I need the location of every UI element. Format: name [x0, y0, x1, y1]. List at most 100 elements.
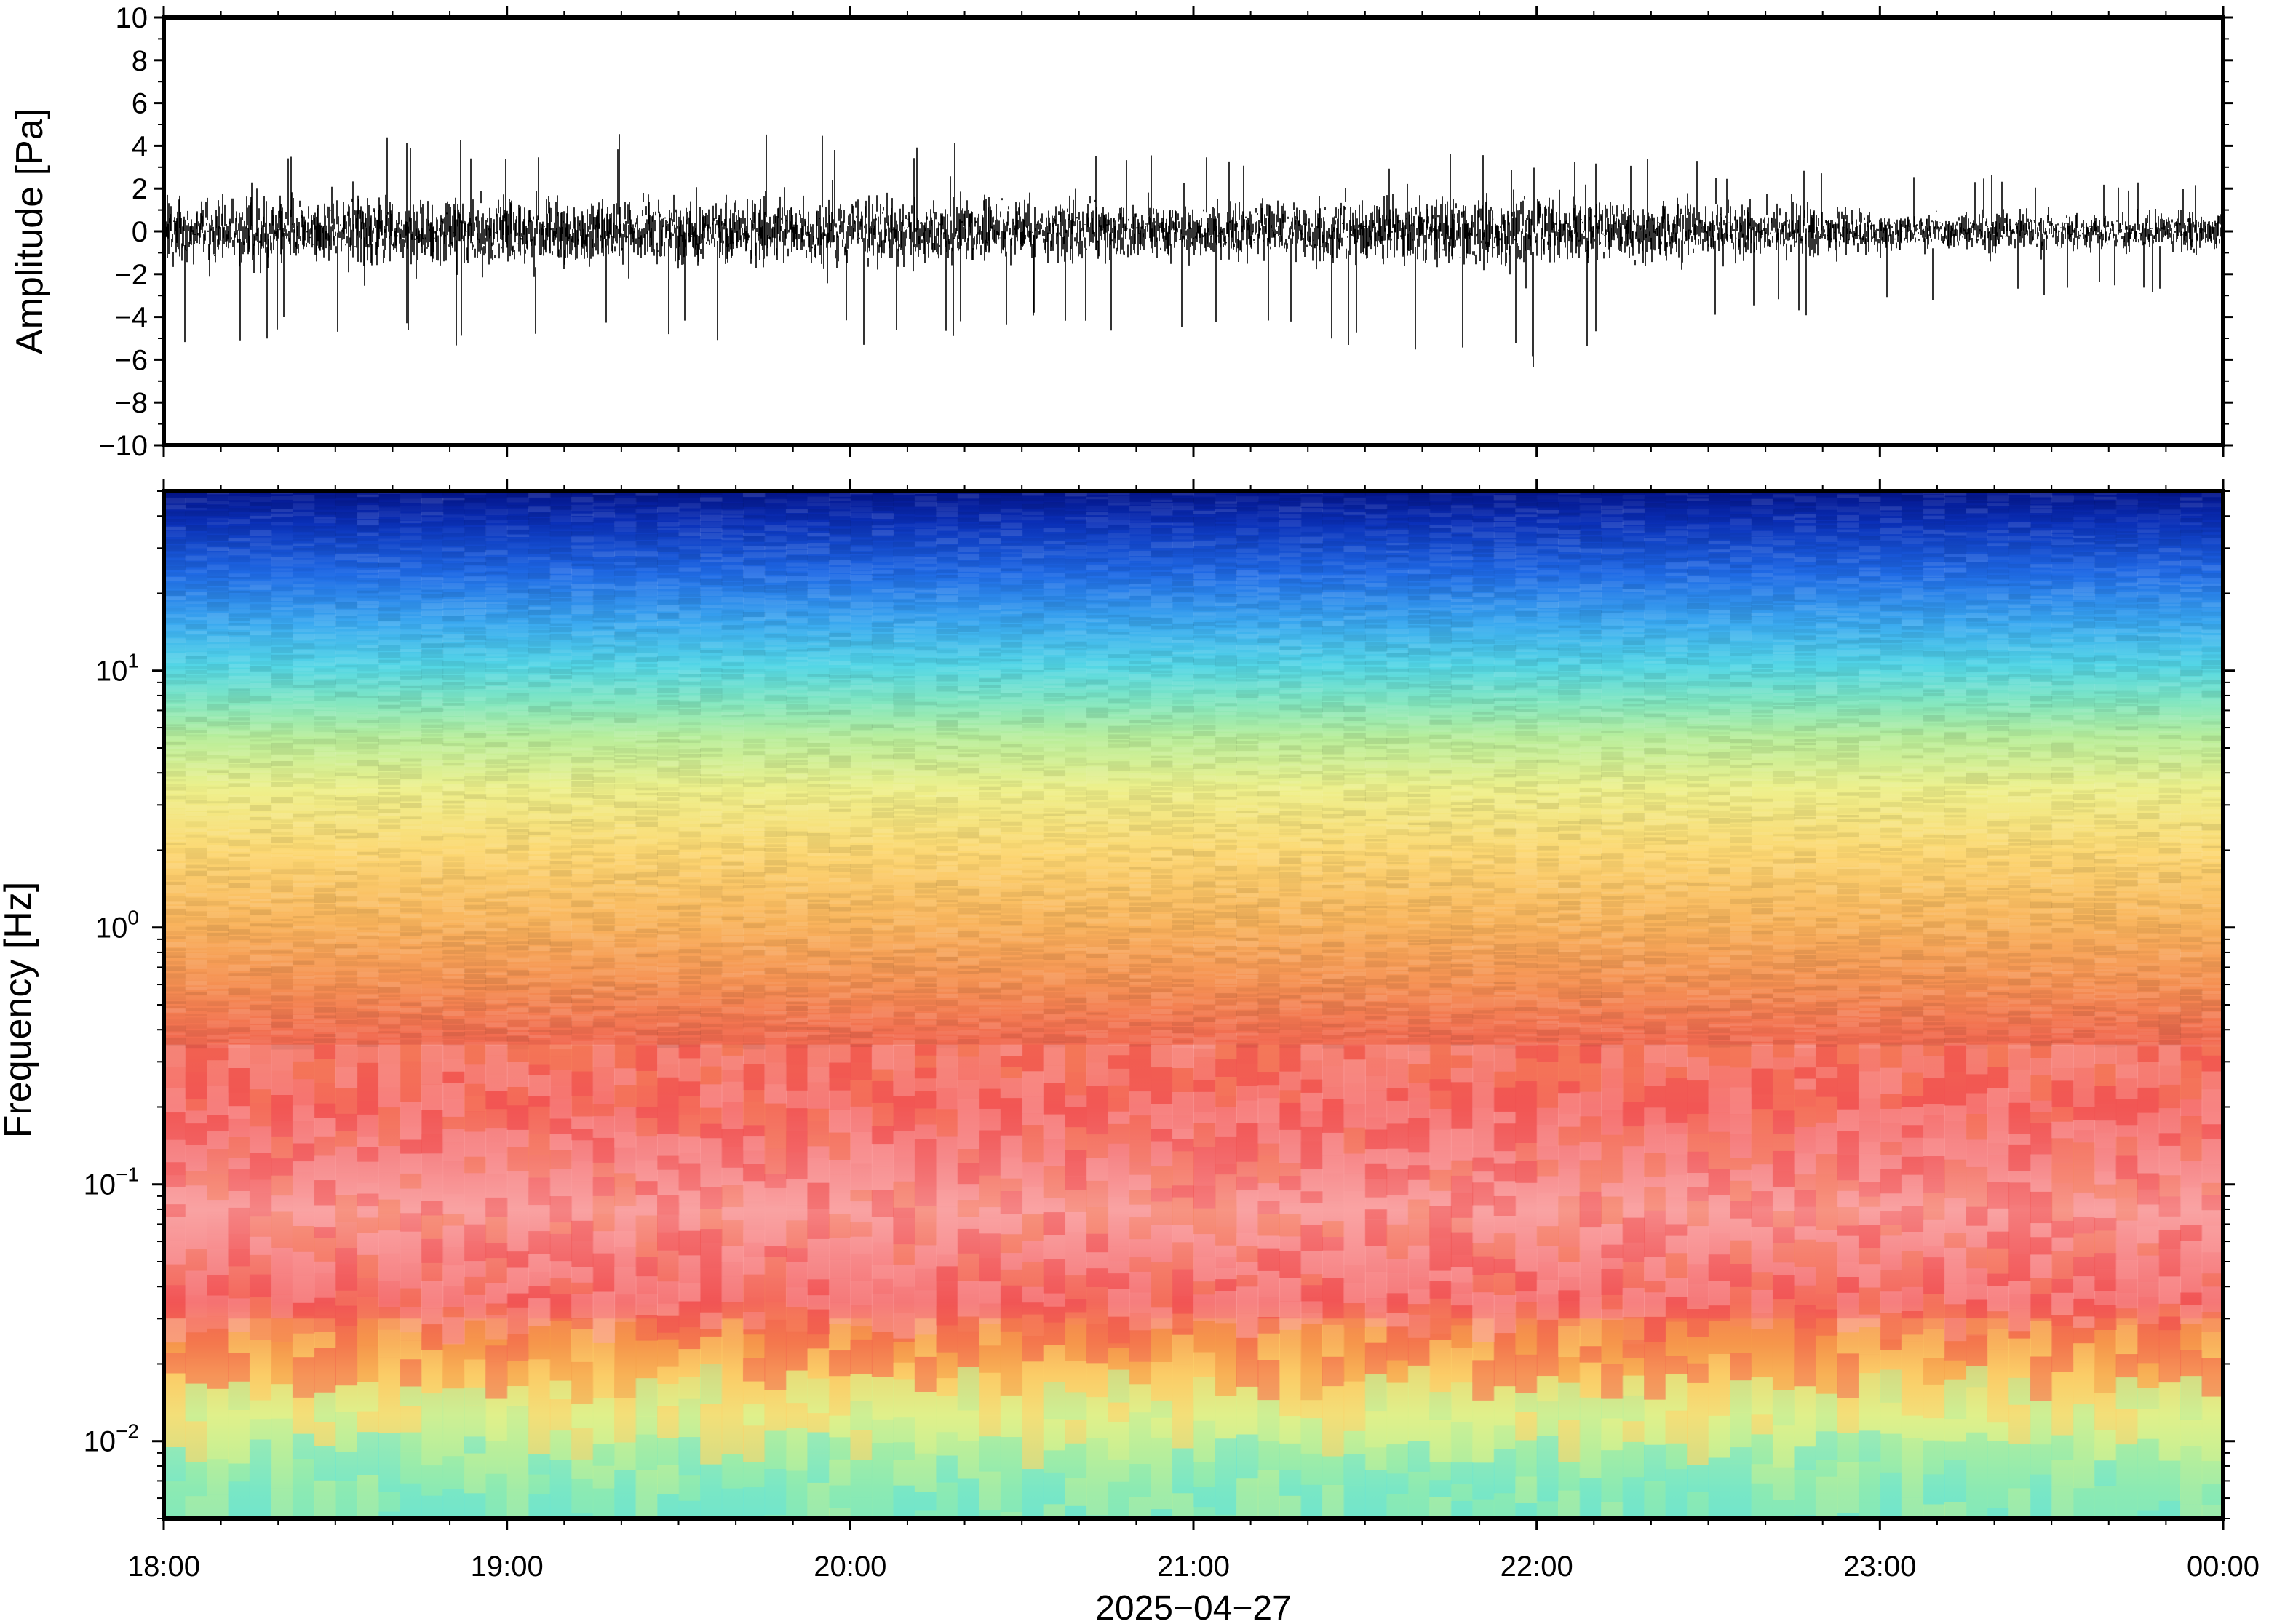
spectrogram-streak	[571, 856, 594, 862]
spectrogram-cell	[1751, 1272, 1773, 1290]
spectrogram-streak	[592, 1022, 616, 1028]
spectrogram-streak	[592, 653, 616, 661]
spectrogram-cell	[1493, 1259, 1517, 1273]
spectrogram-streak	[721, 942, 744, 947]
spectrogram-cell	[1279, 1251, 1302, 1278]
spectrogram-streak	[657, 599, 680, 605]
spectrogram-streak	[679, 933, 702, 939]
spectrogram-cell	[421, 1517, 444, 1518]
spectrogram-streak	[164, 1019, 186, 1024]
spectrogram-cell	[1601, 1309, 1624, 1320]
spectrogram-streak	[700, 931, 723, 936]
spectrogram-streak	[721, 874, 744, 877]
spectrogram-cell	[228, 1118, 250, 1137]
spectrogram-streak	[421, 600, 444, 603]
spectrogram-streak	[485, 602, 508, 605]
spectrogram-streak	[485, 517, 508, 520]
spectrogram-cell	[1794, 1386, 1816, 1421]
spectrogram-streak	[721, 916, 744, 921]
spectrogram-cell	[1880, 1402, 1902, 1434]
spectrogram-streak	[742, 847, 766, 851]
spectrogram-streak	[593, 827, 616, 830]
spectrogram-streak	[700, 740, 723, 747]
spectrogram-cell	[164, 1414, 186, 1447]
spectrogram-streak	[271, 803, 293, 811]
spectrogram-cell	[1322, 1173, 1345, 1201]
spectrogram-streak	[593, 739, 616, 744]
spectrogram-streak	[207, 1024, 229, 1028]
spectrogram-streak	[292, 837, 315, 841]
spectrogram-streak	[400, 763, 422, 767]
spectrogram-streak	[742, 701, 766, 705]
spectrogram-cell	[828, 1415, 851, 1438]
spectrogram-streak	[679, 859, 702, 863]
spectrogram-streak	[592, 772, 616, 776]
spectrogram-cell	[1279, 1143, 1302, 1163]
spectrogram-streak	[614, 856, 637, 860]
spectrogram-streak	[742, 863, 766, 867]
spectrogram-streak	[400, 723, 422, 729]
spectrogram-cell	[828, 1459, 851, 1486]
spectrogram-cell	[2094, 1253, 2117, 1269]
spectrogram-streak	[700, 1019, 723, 1023]
spectrogram-streak	[250, 647, 272, 652]
spectrogram-cell	[1000, 1359, 1023, 1396]
spectrogram-cell	[571, 1282, 594, 1294]
spectrogram-cell	[421, 1393, 444, 1421]
spectrogram-streak	[335, 829, 358, 834]
spectrogram-streak	[442, 1037, 465, 1039]
spectrogram-streak	[378, 573, 401, 579]
spectrogram-streak	[528, 759, 551, 763]
spectrogram-streak	[400, 621, 422, 624]
spectrogram-streak	[571, 652, 594, 656]
spectrogram-cell	[1364, 1318, 1388, 1343]
spectrogram-streak	[742, 832, 766, 837]
spectrogram-cell	[249, 1419, 272, 1440]
spectrogram-streak	[635, 865, 658, 870]
spectrogram-streak	[635, 509, 658, 513]
spectrogram-streak	[442, 848, 465, 855]
spectrogram-streak	[550, 603, 573, 608]
spectrogram-streak	[228, 764, 250, 768]
spectrogram-streak	[164, 572, 186, 576]
spectrogram-streak	[742, 950, 766, 956]
spectrogram-cell	[549, 1196, 573, 1223]
spectrogram-cell	[1108, 1502, 1130, 1518]
spectrogram-cell	[314, 1103, 336, 1118]
spectrogram-cell	[1236, 1286, 1259, 1314]
spectrogram-cell	[1193, 1057, 1216, 1080]
spectrogram-cell	[1108, 1460, 1130, 1482]
spectrogram-streak	[400, 513, 422, 520]
spectrogram-streak	[357, 700, 379, 706]
spectrogram-cell	[635, 1417, 658, 1435]
spectrogram-streak	[528, 562, 551, 566]
spectrogram-cell	[2051, 1264, 2074, 1279]
spectrogram-streak	[679, 562, 702, 565]
spectrogram-streak	[485, 829, 508, 836]
spectrogram-cell	[1022, 1262, 1044, 1287]
spectrogram-streak	[592, 712, 616, 718]
spectrogram-streak	[592, 942, 616, 947]
spectrogram-cell	[271, 1136, 293, 1159]
spectrogram-cell	[1944, 1086, 1967, 1106]
spectrogram-cell	[506, 1187, 530, 1210]
spectrogram-streak	[721, 999, 744, 1005]
spectrogram-cell	[1043, 1166, 1066, 1187]
spectrogram-streak	[400, 901, 422, 907]
spectrogram-streak	[207, 906, 229, 912]
spectrogram-streak	[228, 870, 250, 874]
spectrogram-cell	[2008, 1171, 2031, 1183]
spectrogram-streak	[378, 676, 401, 681]
spectrogram-cell	[442, 1083, 465, 1099]
spectrogram-cell	[1515, 1143, 1538, 1161]
spectrogram-streak	[378, 925, 401, 931]
spectrogram-cell	[1215, 1483, 1237, 1515]
spectrogram-cell	[1000, 1269, 1023, 1286]
spectrogram-streak	[378, 836, 401, 841]
spectrogram-streak	[357, 512, 379, 520]
spectrogram-cell	[1579, 1063, 1602, 1076]
spectrogram-streak	[507, 600, 530, 605]
spectrogram-cell	[764, 1187, 787, 1206]
spectrogram-cell	[1322, 1456, 1345, 1485]
spectrogram-cell	[2094, 1230, 2117, 1254]
